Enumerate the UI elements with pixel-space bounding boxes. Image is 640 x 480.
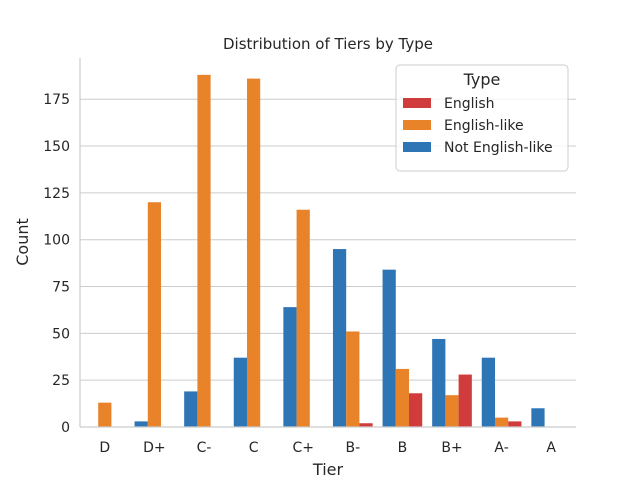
bar: [395, 368, 410, 427]
bar: [531, 408, 545, 427]
y-tick-label: 25: [52, 373, 70, 389]
y-tick-label: 50: [52, 326, 70, 342]
bar: [246, 78, 261, 427]
y-tick-label: 125: [43, 186, 70, 202]
gridlines: [80, 98, 576, 428]
bar: [382, 269, 396, 427]
x-tick-label: A-: [494, 440, 508, 456]
y-tick-label: 100: [43, 233, 70, 249]
bar: [508, 421, 522, 427]
bar: [147, 202, 162, 427]
y-tick-label: 0: [61, 420, 70, 436]
bar: [296, 209, 310, 427]
x-tick-label: A: [546, 440, 556, 456]
x-tick-label: C-: [197, 440, 212, 456]
y-tick-labels: 0 25 50 75 100 125 150 175: [43, 92, 70, 436]
x-tick-labels: D D+ C- C C+ B- B B+ A- A: [99, 440, 556, 456]
bar: [346, 331, 360, 427]
legend-swatch: [403, 120, 431, 130]
y-tick-label: 150: [43, 139, 70, 155]
x-tick-label: D+: [143, 440, 166, 456]
bar: [98, 402, 112, 427]
bar: [481, 357, 495, 427]
legend-swatch: [403, 142, 431, 152]
x-axis-label: Tier: [312, 460, 344, 479]
x-tick-label: B-: [345, 440, 360, 456]
bar: [233, 357, 247, 427]
legend-box: [395, 64, 569, 172]
legend: Type English English-like Not English-like: [395, 64, 569, 172]
bar: [134, 421, 148, 427]
bar: [494, 417, 509, 427]
legend-label: English: [444, 96, 495, 112]
x-tick-label: B: [398, 440, 408, 456]
axes: [79, 58, 576, 428]
legend-title: Type: [463, 70, 501, 89]
x-tick-label: C+: [292, 440, 314, 456]
x-tick-label: C: [249, 440, 259, 456]
bar: [458, 374, 472, 427]
x-tick-label: D: [99, 440, 110, 456]
legend-label: Not English-like: [444, 140, 553, 156]
y-tick-label: 75: [52, 280, 70, 296]
bar: [197, 74, 211, 428]
legend-label: English-like: [444, 118, 524, 134]
bars: [98, 74, 545, 428]
bar: [432, 338, 446, 427]
y-tick-label: 175: [43, 92, 70, 108]
bar: [283, 307, 297, 427]
bar: [409, 393, 423, 427]
bar: [184, 391, 198, 427]
bar: [445, 395, 459, 427]
bar: [332, 249, 347, 427]
y-axis-label: Count: [13, 218, 32, 266]
x-tick-label: B+: [441, 440, 462, 456]
legend-swatch: [403, 98, 431, 108]
bar: [359, 423, 373, 427]
chart-title: Distribution of Tiers by Type: [223, 35, 433, 53]
